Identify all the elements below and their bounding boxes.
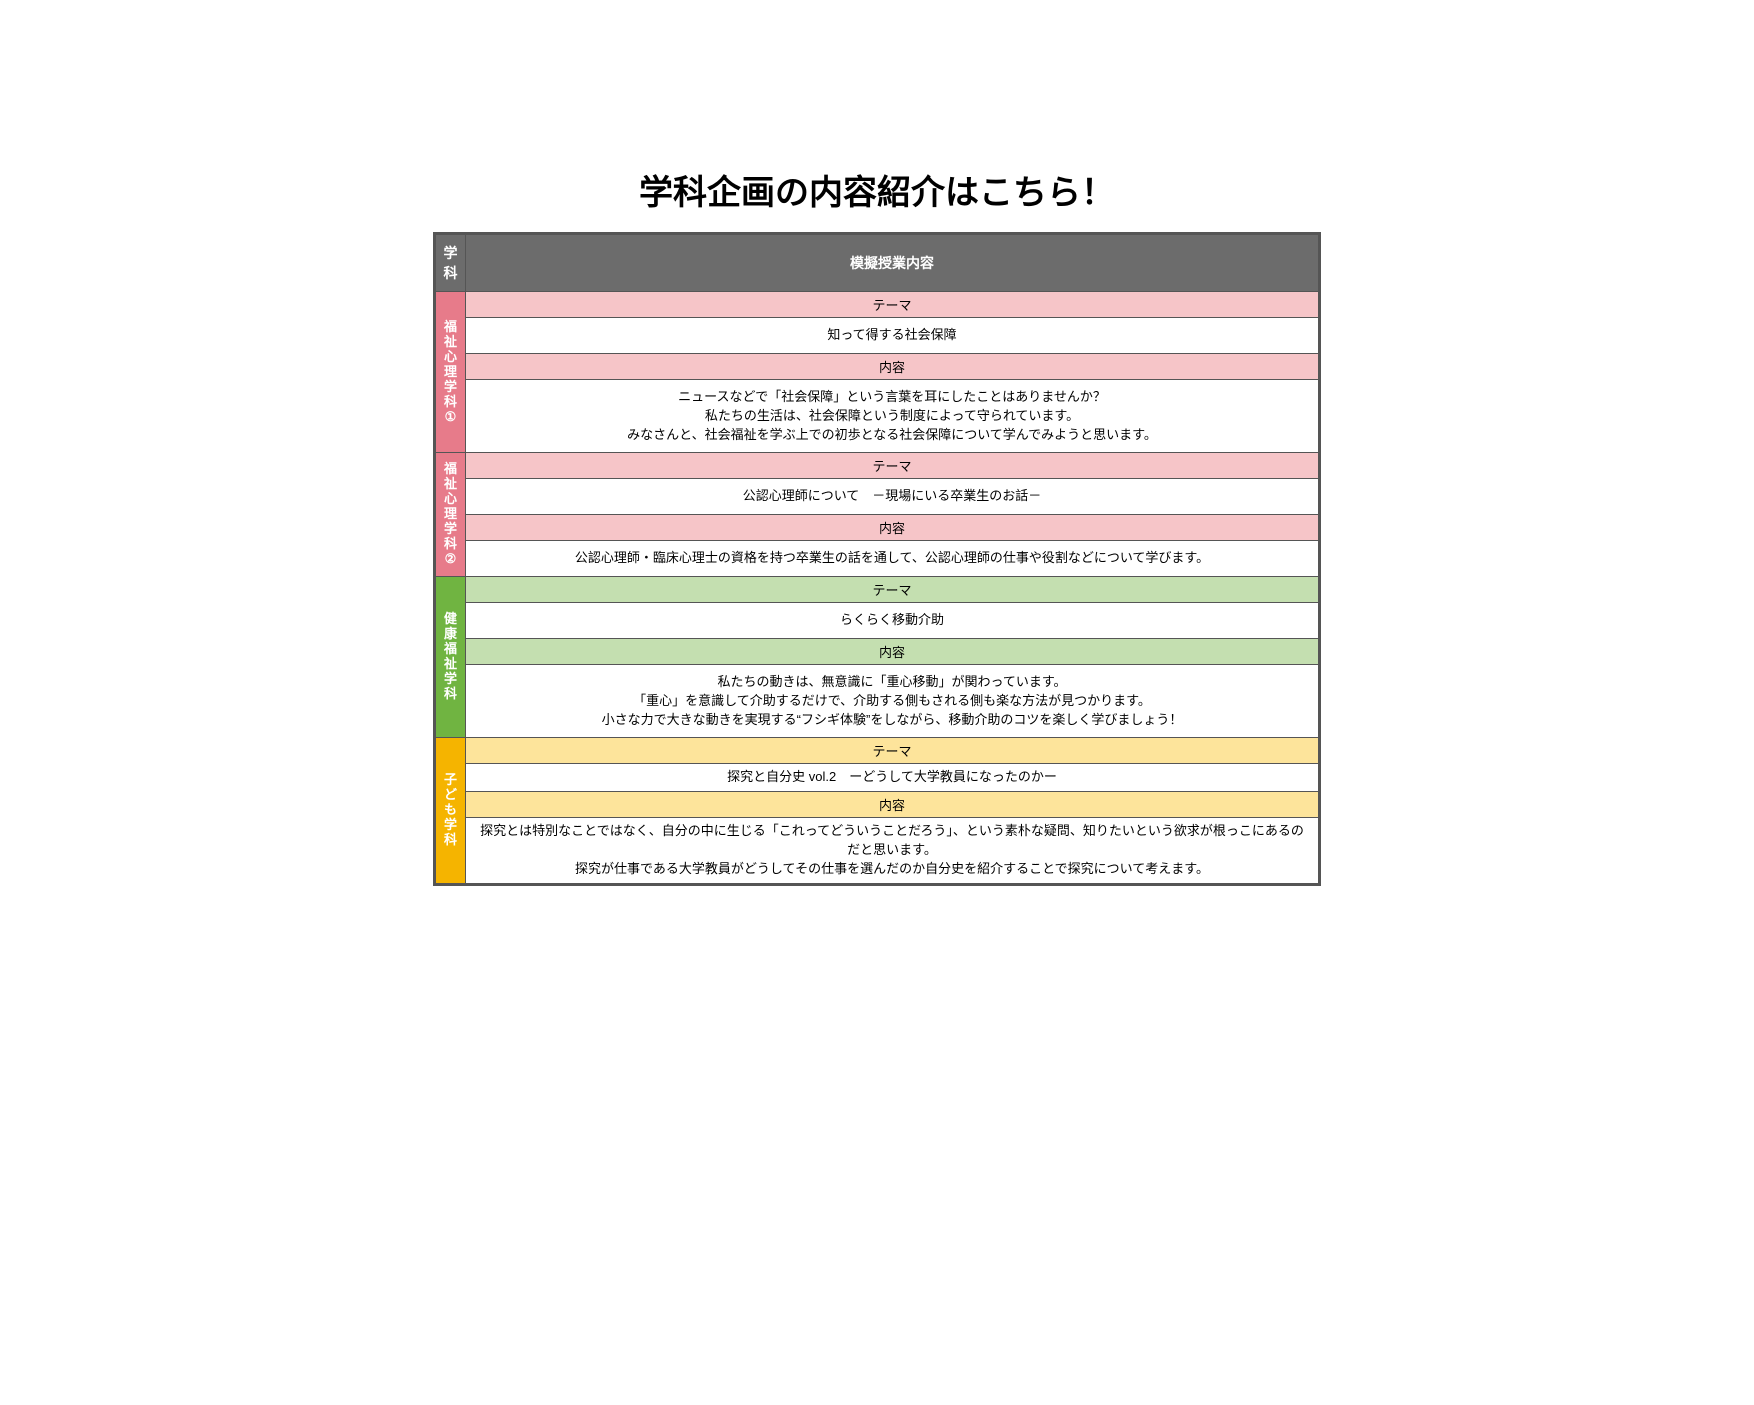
course-table-wrap: 学科 模擬授業内容 福祉心理学科①テーマ知って得する社会保障内容ニュースなどで「…: [433, 232, 1321, 886]
course-table: 学科 模擬授業内容 福祉心理学科①テーマ知って得する社会保障内容ニュースなどで「…: [435, 234, 1319, 884]
theme-label: テーマ: [466, 292, 1319, 318]
theme-value: 知って得する社会保障: [466, 318, 1319, 354]
content-value: ニュースなどで「社会保障」という言葉を耳にしたことはありませんか？私たちの生活は…: [466, 379, 1319, 453]
section-row: ニュースなどで「社会保障」という言葉を耳にしたことはありませんか？私たちの生活は…: [436, 379, 1319, 453]
dept-cell: 子ども学科: [436, 738, 466, 883]
section-row: 知って得する社会保障: [436, 318, 1319, 354]
content-value: 探究とは特別なことではなく、自分の中に生じる「これってどういうことだろう」、とい…: [466, 818, 1319, 884]
content-value: 公認心理師・臨床心理士の資格を持つ卒業生の話を通して、公認心理師の仕事や役割など…: [466, 541, 1319, 577]
theme-value: 公認心理師について －現場にいる卒業生のお話－: [466, 479, 1319, 515]
section-row: らくらく移動介助: [436, 603, 1319, 639]
table-header-row: 学科 模擬授業内容: [436, 235, 1319, 292]
section-row: 福祉心理学科①テーマ: [436, 292, 1319, 318]
dept-cell: 福祉心理学科①: [436, 292, 466, 453]
section-row: 公認心理師・臨床心理士の資格を持つ卒業生の話を通して、公認心理師の仕事や役割など…: [436, 541, 1319, 577]
section-row: 健康福祉学科テーマ: [436, 577, 1319, 603]
dept-cell: 福祉心理学科②: [436, 453, 466, 577]
header-content: 模擬授業内容: [466, 235, 1319, 292]
section-row: 内容: [436, 792, 1319, 818]
section-row: 内容: [436, 515, 1319, 541]
content-label: 内容: [466, 638, 1319, 664]
content-label: 内容: [466, 792, 1319, 818]
section-row: 公認心理師について －現場にいる卒業生のお話－: [436, 479, 1319, 515]
section-row: 探究とは特別なことではなく、自分の中に生じる「これってどういうことだろう」、とい…: [436, 818, 1319, 884]
section-row: 内容: [436, 353, 1319, 379]
page-title: 学科企画の内容紹介はこちら！: [0, 165, 1754, 214]
header-dept: 学科: [436, 235, 466, 292]
dept-cell: 健康福祉学科: [436, 577, 466, 738]
theme-value: らくらく移動介助: [466, 603, 1319, 639]
theme-label: テーマ: [466, 453, 1319, 479]
content-label: 内容: [466, 353, 1319, 379]
section-row: 私たちの動きは、無意識に「重心移動」が関わっています。「重心」を意識して介助する…: [436, 664, 1319, 738]
content-value: 私たちの動きは、無意識に「重心移動」が関わっています。「重心」を意識して介助する…: [466, 664, 1319, 738]
section-row: 子ども学科テーマ: [436, 738, 1319, 764]
section-row: 探究と自分史 vol.2 ーどうして大学教員になったのかー: [436, 764, 1319, 792]
section-row: 内容: [436, 638, 1319, 664]
theme-value: 探究と自分史 vol.2 ーどうして大学教員になったのかー: [466, 764, 1319, 792]
theme-label: テーマ: [466, 738, 1319, 764]
content-label: 内容: [466, 515, 1319, 541]
section-row: 福祉心理学科②テーマ: [436, 453, 1319, 479]
theme-label: テーマ: [466, 577, 1319, 603]
